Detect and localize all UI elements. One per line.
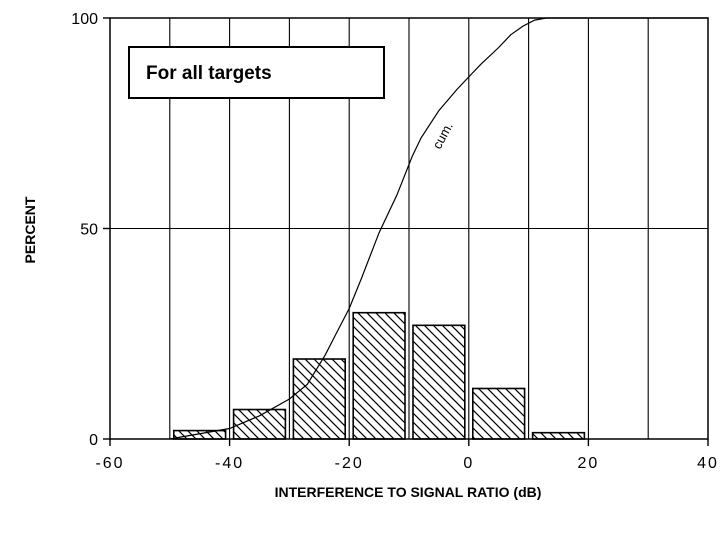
histogram-bar — [292, 358, 346, 440]
x-tick-label: -20 — [335, 455, 364, 472]
histogram-bar — [412, 324, 466, 440]
y-tick-label: 0 — [89, 432, 98, 449]
annotation-box-frame — [128, 46, 385, 99]
histogram-bar — [173, 429, 227, 440]
x-tick-label: 40 — [697, 455, 719, 472]
x-tick-label: -40 — [215, 455, 244, 472]
annotation-box: For all targets — [128, 46, 385, 99]
cumulative-line — [169, 17, 708, 440]
cumulative-label: cum. — [429, 119, 455, 151]
x-axis-title: INTERFERENCE TO SIGNAL RATIO (dB) — [275, 484, 542, 500]
annotation-box-text: For all targets — [146, 63, 272, 84]
x-tick-label: -60 — [95, 455, 124, 472]
ticks-layer: -60 -40 -20 0 20 40 0 50 100 — [71, 11, 719, 472]
y-tick-label: 100 — [71, 11, 98, 28]
bars-layer — [173, 311, 586, 440]
y-tick-label: 50 — [80, 222, 98, 239]
y-axis-title: PERCENT — [22, 196, 38, 263]
histogram-bar — [232, 408, 287, 440]
histogram-bar — [352, 311, 406, 440]
histogram-bar — [471, 387, 526, 440]
histogram-bar — [531, 431, 586, 440]
x-tick-label: 0 — [463, 455, 474, 472]
cumulative-layer — [169, 17, 708, 440]
x-tick-label: 20 — [578, 455, 600, 472]
